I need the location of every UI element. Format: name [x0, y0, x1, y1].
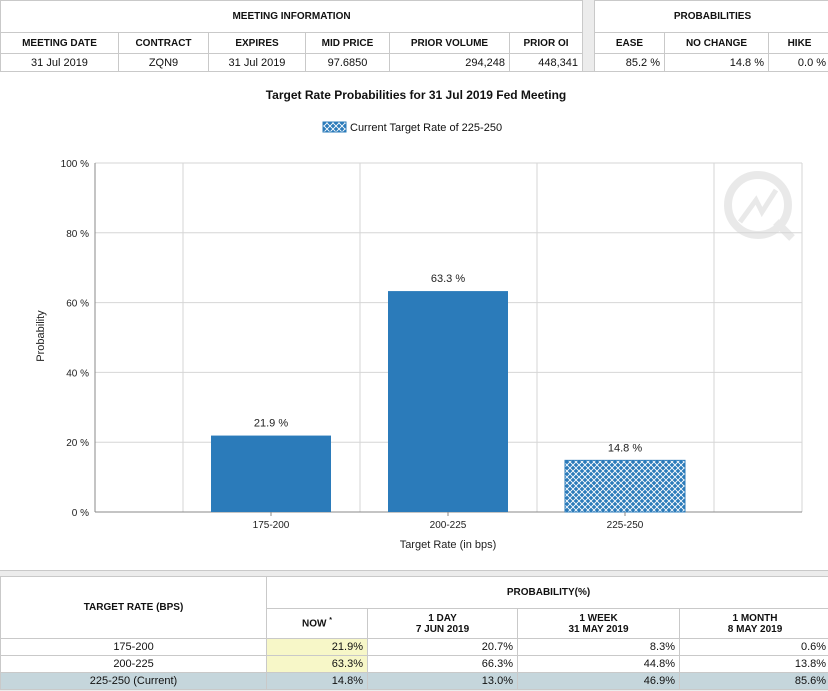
col-hike: HIKE: [767, 32, 828, 54]
probability-chart: Target Rate Probabilities for 31 Jul 201…: [35, 88, 803, 551]
now-cell: 21.9%: [266, 638, 368, 656]
bar: [388, 291, 508, 512]
col-1-month: 1 MONTH 8 MAY 2019: [678, 608, 828, 639]
legend-label: Current Target Rate of 225-250: [350, 122, 502, 134]
month-cell: 0.6%: [678, 638, 828, 656]
y-axis-label: Probability: [35, 310, 47, 362]
contract-value: ZQN9: [118, 53, 209, 72]
plot-area: 0 % 20 % 40 % 60 % 80 % 100 % 21.9 % 175-200 63.…: [61, 159, 803, 531]
target-rate-table: TARGET RATE (BPS) PROBABILITY(%) NOW * 1…: [0, 576, 828, 690]
y-tick-label: 40 %: [66, 368, 89, 379]
watermark-logo: [724, 171, 795, 241]
x-axis-label: Target Rate (in bps): [400, 539, 497, 551]
y-tick-label: 60 %: [66, 299, 89, 310]
now-cell: 63.3%: [266, 655, 368, 673]
mid-price-value: 97.6850: [305, 53, 390, 72]
month-cell: 13.8%: [678, 655, 828, 673]
rate-cell: 200-225: [0, 655, 267, 673]
table-row: 175-200 21.9% 20.7% 8.3% 0.6%: [0, 638, 828, 656]
bar: [211, 435, 331, 512]
meeting-info-title: MEETING INFORMATION: [0, 0, 584, 33]
meeting-info-table: MEETING INFORMATION MEETING DATE CONTRAC…: [0, 0, 584, 72]
no-change-value: 14.8 %: [664, 53, 769, 72]
rate-cell: 175-200: [0, 638, 267, 656]
col-1-week-label: 1 WEEK: [579, 612, 618, 624]
col-1-month-label: 1 MONTH: [732, 612, 778, 624]
col-mid-price: MID PRICE: [305, 32, 390, 54]
week-cell: 46.9%: [517, 672, 680, 690]
col-ease: EASE: [594, 32, 665, 54]
data-label: 21.9 %: [254, 418, 288, 430]
day-cell: 66.3%: [367, 655, 518, 673]
chart-title: Target Rate Probabilities for 31 Jul 201…: [266, 88, 567, 102]
probabilities-title: PROBABILITIES: [593, 0, 828, 33]
col-no-change: NO CHANGE: [664, 32, 769, 54]
table-row-current: 225-250 (Current) 14.8% 13.0% 46.9% 85.6…: [0, 672, 828, 690]
prior-oi-value: 448,341: [508, 53, 584, 72]
hike-value: 0.0 %: [767, 53, 828, 72]
col-1-day-label: 1 DAY: [428, 612, 457, 624]
rate-cell: 225-250 (Current): [0, 672, 267, 690]
day-cell: 20.7%: [367, 638, 518, 656]
day-cell: 13.0%: [367, 672, 518, 690]
y-tick-label: 0 %: [72, 508, 89, 519]
meeting-row: 31 Jul 2019 ZQN9 31 Jul 2019 97.6850 294…: [0, 53, 584, 72]
col-now-label: NOW: [302, 618, 327, 630]
probability-header: PROBABILITY(%): [265, 576, 828, 609]
x-tick-label: 225-250: [607, 520, 644, 531]
col-1-day-date: 7 JUN 2019: [415, 623, 470, 635]
expires-value: 31 Jul 2019: [208, 53, 306, 72]
legend-swatch: [322, 121, 347, 133]
col-now: NOW *: [266, 608, 368, 639]
col-prior-volume: PRIOR VOLUME: [389, 32, 510, 54]
week-cell: 8.3%: [517, 638, 680, 656]
table-row: 200-225 63.3% 66.3% 44.8% 13.8%: [0, 655, 828, 673]
ease-value: 85.2 %: [594, 53, 665, 72]
col-prior-oi: PRIOR OI: [508, 32, 584, 54]
col-meeting-date: MEETING DATE: [0, 32, 119, 54]
x-tick-label: 200-225: [430, 520, 467, 531]
bar-current: [564, 459, 686, 513]
chart-legend[interactable]: Current Target Rate of 225-250: [322, 121, 502, 134]
data-label: 63.3 %: [431, 273, 465, 285]
target-rate-header: TARGET RATE (BPS): [0, 576, 267, 639]
now-cell: 14.8%: [266, 672, 368, 690]
col-now-mark: *: [329, 617, 332, 625]
prior-volume-value: 294,248: [389, 53, 510, 72]
y-tick-label: 20 %: [66, 438, 89, 449]
chart-panel: Target Rate Probabilities for 31 Jul 201…: [0, 71, 828, 571]
probabilities-table: PROBABILITIES EASE NO CHANGE HIKE 85.2 %…: [593, 0, 828, 72]
x-tick-label: 175-200: [253, 520, 290, 531]
col-1-month-date: 8 MAY 2019: [727, 623, 783, 635]
meeting-date-value: 31 Jul 2019: [0, 53, 119, 72]
col-1-week: 1 WEEK 31 MAY 2019: [517, 608, 680, 639]
week-cell: 44.8%: [517, 655, 680, 673]
y-tick-label: 80 %: [66, 229, 89, 240]
col-1-week-date: 31 MAY 2019: [568, 623, 629, 635]
data-label: 14.8 %: [608, 442, 642, 454]
col-1-day: 1 DAY 7 JUN 2019: [367, 608, 518, 639]
y-tick-label: 100 %: [61, 159, 89, 170]
col-expires: EXPIRES: [208, 32, 306, 54]
probabilities-row: 85.2 % 14.8 % 0.0 %: [594, 53, 828, 72]
col-contract: CONTRACT: [118, 32, 209, 54]
month-cell: 85.6%: [678, 672, 828, 690]
